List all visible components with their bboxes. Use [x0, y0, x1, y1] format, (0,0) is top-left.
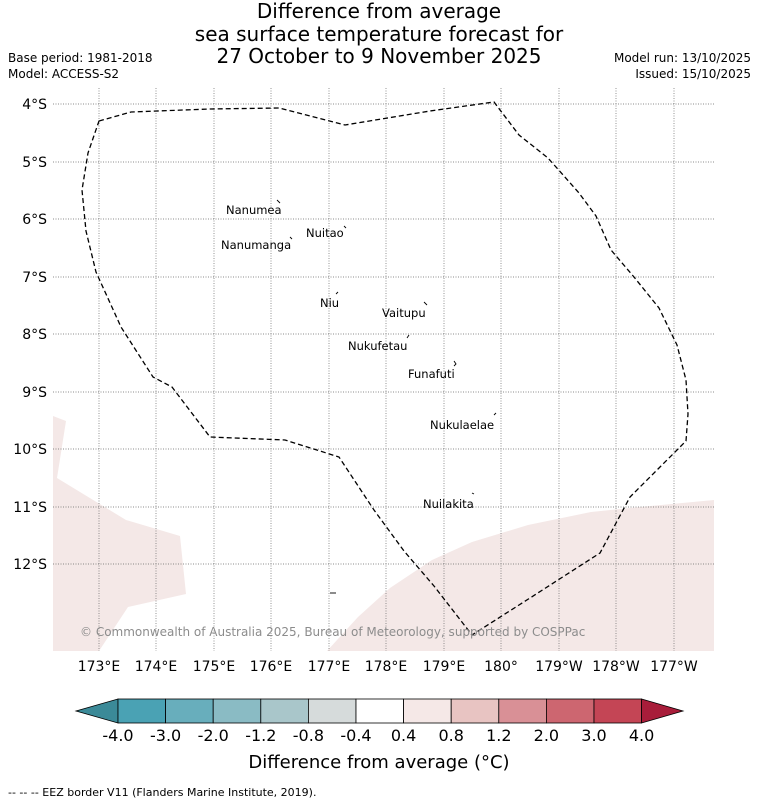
place-label: Nanumea — [226, 203, 282, 217]
colorbar-tick-label: 1.2 — [486, 726, 512, 745]
colorbar-tick-label: -0.4 — [340, 726, 372, 745]
colorbar-tick-label: 0.8 — [438, 726, 464, 745]
model-run: Model run: 13/10/2025 — [613, 51, 751, 65]
lon-tick-label: 178°W — [592, 659, 640, 675]
colorbar-segment — [498, 698, 547, 724]
island-nanumea — [276, 199, 281, 204]
colorbar-tick-label: -2.0 — [197, 726, 229, 745]
model-name: Model: ACCESS-S2 — [8, 67, 120, 81]
title-line-2: sea surface temperature forecast for — [194, 21, 564, 46]
place-label: Vaitupu — [382, 306, 426, 320]
colorbar-under-arrow — [74, 698, 119, 724]
lat-tick-label: 11°S — [13, 500, 47, 516]
meta-right: Model run: 13/10/2025 Issued: 15/10/2025 — [614, 50, 751, 82]
island-nuitao — [343, 225, 347, 229]
island-vaitupu — [423, 301, 428, 306]
warm-anomaly-south — [327, 500, 714, 651]
lat-tick-label: 12°S — [13, 557, 47, 573]
lat-tick-label: 4°S — [22, 97, 47, 113]
lat-tick-labels: 4°S 5°S 6°S 7°S 8°S 9°S 10°S 11°S 12°S — [13, 97, 47, 573]
warm-anomaly-west — [53, 416, 186, 651]
lon-tick-label: 177°E — [308, 659, 351, 675]
colorbar-segment — [546, 698, 595, 724]
place-label: Nuilakita — [423, 497, 474, 511]
colorbar-tick-label: 4.0 — [628, 726, 655, 745]
island-niu — [335, 291, 339, 295]
colorbar-tick-label: -1.2 — [245, 726, 277, 745]
lon-tick-label: 174°E — [135, 659, 178, 675]
island-nuilakita — [471, 492, 475, 495]
lat-tick-label: 6°S — [22, 212, 47, 228]
colorbar-tick-label: -0.8 — [292, 726, 324, 745]
colorbar-segment — [450, 698, 500, 724]
colorbar-segment — [212, 698, 262, 724]
copyright-text: © Commonwealth of Australia 2025, Bureau… — [80, 625, 585, 639]
colorbar-over-arrow — [641, 698, 685, 724]
colorbar-tick-label: 0.4 — [390, 726, 417, 745]
island-nanumanga — [289, 236, 293, 240]
base-period: Base period: 1981-2018 — [8, 51, 153, 65]
lat-tick-label: 9°S — [22, 385, 47, 401]
issued-date: Issued: 15/10/2025 — [635, 67, 751, 81]
place-label: Funafuti — [408, 367, 455, 381]
eez-legend-note: -- -- -- EEZ border V11 (Flanders Marine… — [8, 786, 317, 799]
lon-tick-label: 179°W — [535, 659, 583, 675]
colorbar-segment — [165, 698, 214, 724]
lon-tick-label: 179°E — [423, 659, 466, 675]
colorbar — [74, 698, 685, 724]
colorbar-tick-label: 2.0 — [533, 726, 560, 745]
place-labels: Nanumea Nuitao Nanumanga Niu Vaitupu Nuk… — [221, 203, 494, 511]
lon-tick-label: 176°E — [250, 659, 293, 675]
meta-left: Base period: 1981-2018 Model: ACCESS-S2 — [8, 50, 153, 82]
island-outlines — [276, 199, 497, 594]
colorbar-segment — [593, 698, 642, 724]
colorbar-tick-label: 3.0 — [581, 726, 607, 745]
island-funafuti — [453, 360, 457, 367]
title-line-1: Difference from average — [256, 0, 502, 23]
map-title: Difference from average sea surface temp… — [0, 0, 758, 68]
colorbar-segment — [260, 698, 309, 724]
lon-tick-label: 177°W — [650, 659, 698, 675]
colorbar-segment — [117, 698, 166, 724]
anomaly-fields — [53, 416, 714, 651]
place-label: Nukufetau — [348, 339, 407, 353]
island-nukulaelae — [493, 412, 497, 416]
colorbar-title: Difference from average (°C) — [248, 752, 510, 773]
place-label: Niu — [320, 296, 339, 310]
lon-tick-label: 175°E — [193, 659, 236, 675]
colorbar-tick-label: -4.0 — [102, 726, 134, 745]
colorbar-tick-label: -3.0 — [149, 726, 182, 745]
lat-tick-label: 8°S — [22, 327, 47, 343]
lat-tick-label: 10°S — [13, 442, 47, 458]
lon-tick-label: 180° — [484, 659, 518, 675]
lon-tick-label: 178°E — [365, 659, 408, 675]
lat-tick-label: 5°S — [22, 155, 47, 171]
eez-border — [81, 101, 689, 636]
lat-tick-label: 7°S — [22, 270, 47, 286]
place-label: Nanumanga — [221, 238, 291, 252]
colorbar-segment — [355, 698, 404, 724]
lon-tick-labels: 173°E 174°E 175°E 176°E 177°E 178°E 179°… — [78, 659, 698, 675]
title-line-3: 27 October to 9 November 2025 — [216, 44, 542, 68]
gridlines — [53, 88, 714, 651]
lon-tick-label: 173°E — [78, 659, 121, 675]
place-label: Nuitao — [306, 226, 344, 240]
place-label: Nukulaelae — [430, 418, 494, 432]
colorbar-segment — [403, 698, 452, 724]
island-nukufetau — [406, 334, 410, 339]
colorbar-segment — [307, 698, 357, 724]
